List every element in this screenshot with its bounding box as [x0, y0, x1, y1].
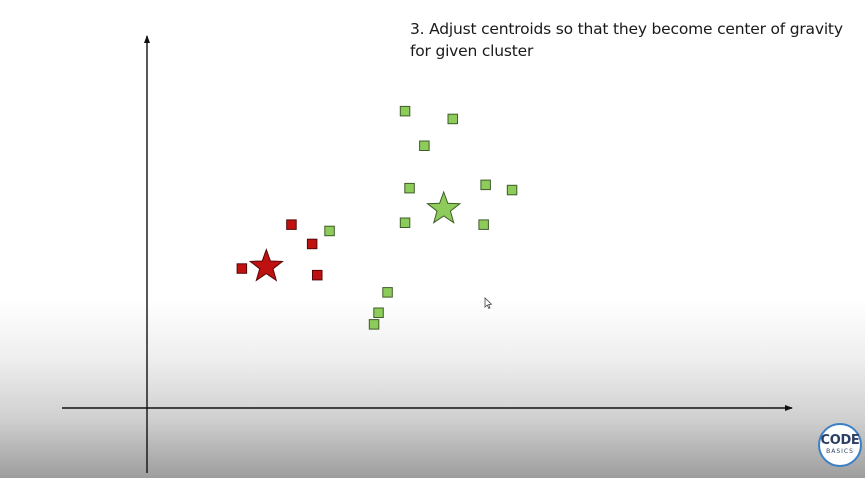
data-points [236, 105, 518, 330]
red-data-point [286, 219, 297, 230]
mouse-cursor-icon [484, 297, 493, 309]
green-data-point [506, 184, 518, 196]
green-data-point [324, 225, 335, 237]
code-basics-logo: CODE BASICS [818, 423, 862, 467]
green-data-point [480, 179, 491, 191]
green-data-point [399, 105, 411, 117]
slide-title: 3. Adjust centroids so that they become … [410, 18, 860, 62]
slide-title-line-2: for given cluster [410, 42, 534, 60]
logo-text-code: CODE [820, 433, 860, 448]
green-centroid-star [426, 190, 462, 224]
green-data-point [382, 287, 393, 298]
logo-text-basics: BASICS [826, 448, 854, 455]
green-data-point [399, 217, 411, 228]
green-data-point [373, 307, 384, 318]
green-data-point [368, 319, 380, 330]
red-centroid-star [248, 248, 284, 282]
green-data-point [478, 219, 489, 230]
green-data-point [419, 140, 430, 151]
green-data-point [404, 182, 415, 194]
red-data-point [306, 238, 318, 250]
red-data-point [236, 263, 248, 274]
red-data-point [312, 269, 323, 281]
slide-title-line-1: 3. Adjust centroids so that they become … [410, 20, 843, 38]
green-data-point [447, 113, 458, 125]
centroids [248, 190, 462, 282]
